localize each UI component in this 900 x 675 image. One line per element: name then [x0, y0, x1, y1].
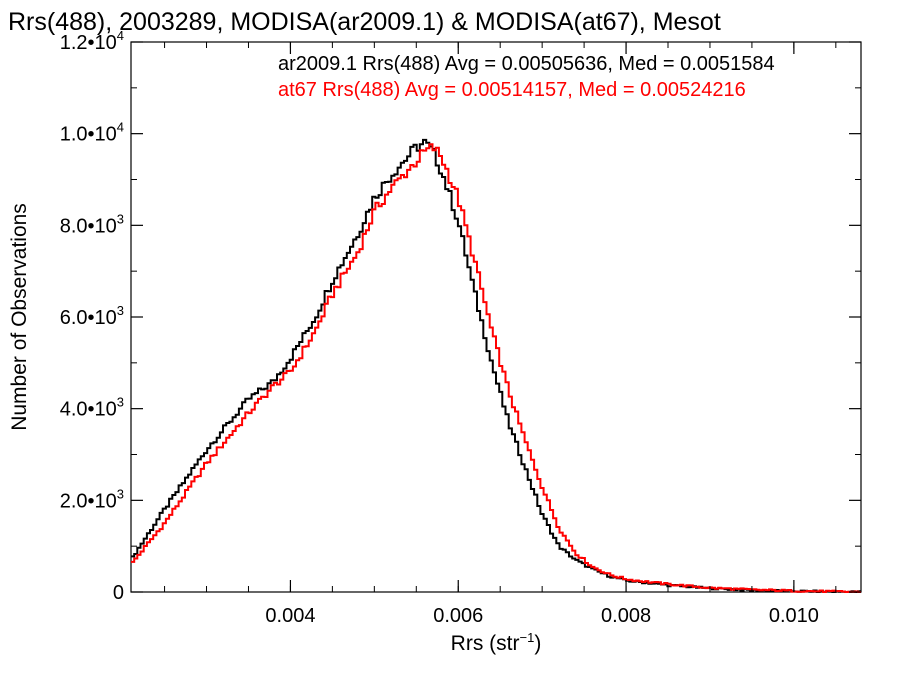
x-tick-label: 0.008	[601, 605, 651, 627]
series-line-at67	[131, 143, 861, 593]
y-tick-label: 1.0•104	[60, 120, 124, 146]
series-line-ar2009.1	[131, 138, 861, 593]
y-tick-label: 0	[113, 582, 124, 604]
y-axis-label: Number of Observations	[8, 203, 31, 431]
axis-layer: 0.004 0.006 0.008 0.010 0 2.0•103 4.0•103 6.0•1…	[60, 28, 861, 627]
y-tick-label: 6.0•103	[60, 303, 124, 329]
series-annotation-ar2009: ar2009.1 Rrs(488) Avg = 0.00505636, Med …	[278, 53, 775, 75]
x-tick-label: 0.006	[433, 605, 483, 627]
x-axis-label-close: )	[534, 632, 541, 655]
chart-title: Rrs(488), 2003289, MODISA(ar2009.1) & MO…	[8, 8, 721, 36]
plot-area	[130, 41, 862, 593]
x-axis-label: Rrs (str−1)	[451, 630, 542, 655]
series-layer	[131, 138, 861, 593]
x-axis-label-sup: −1	[520, 630, 535, 645]
x-axis-label-text: Rrs (str	[451, 632, 520, 655]
series-annotation-at67: at67 Rrs(488) Avg = 0.00514157, Med = 0.…	[278, 79, 746, 101]
y-tick-label: 8.0•103	[60, 211, 124, 237]
y-tick-label: 1.2•104	[60, 28, 124, 54]
x-tick-label: 0.004	[265, 605, 315, 627]
y-tick-label: 2.0•103	[60, 486, 124, 512]
y-tick-label: 4.0•103	[60, 395, 124, 421]
x-tick-label: 0.010	[769, 605, 819, 627]
